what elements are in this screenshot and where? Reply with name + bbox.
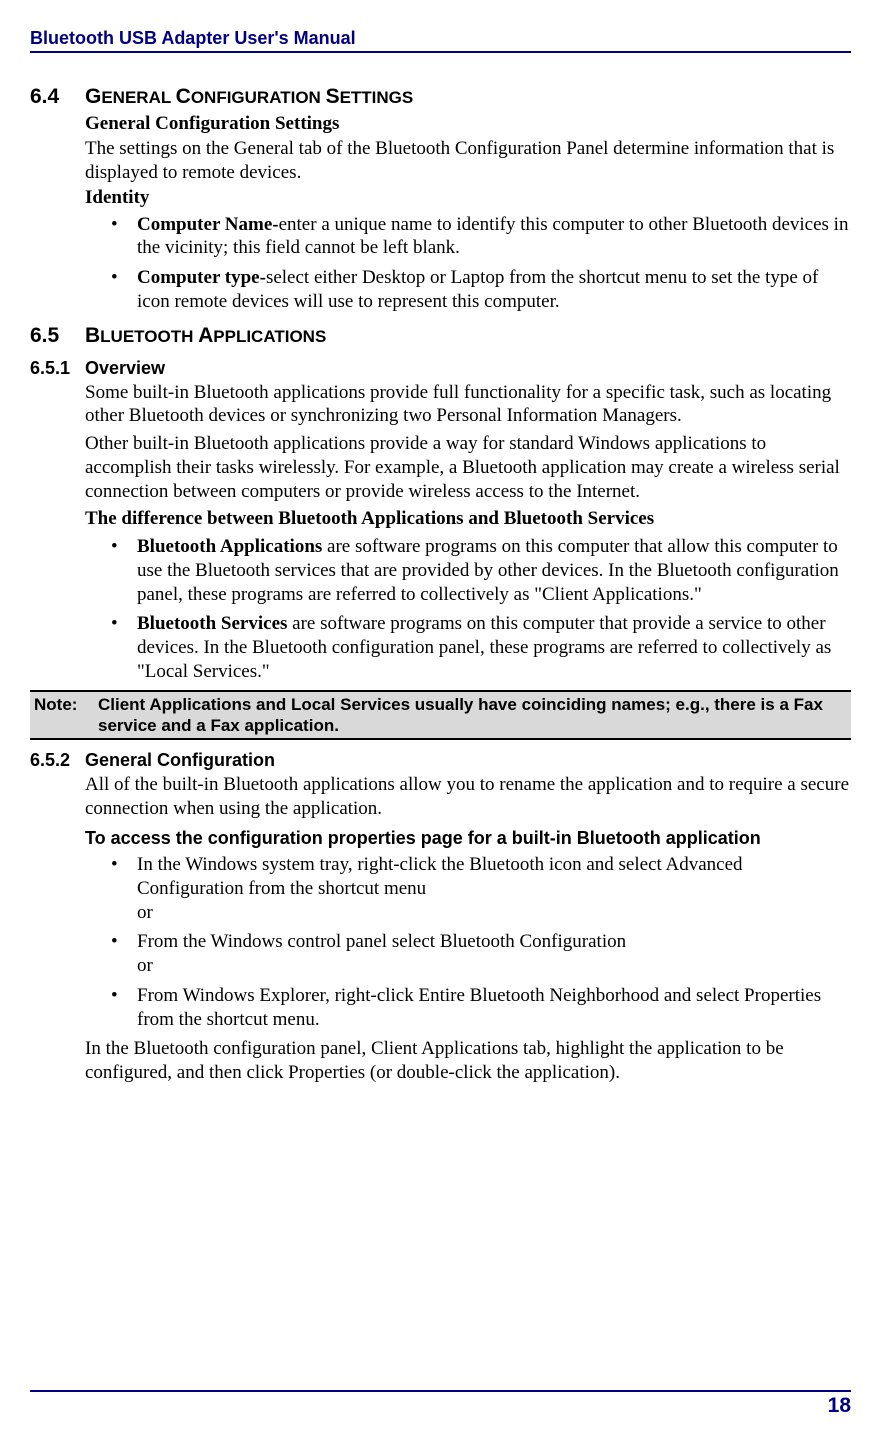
- section-6-5-row: 6.5 BLUETOOTH APPLICATIONS: [85, 324, 851, 348]
- section-6-5-2-title: General Configuration: [85, 750, 275, 771]
- bullet-bt-services: Bluetooth Services are software programs…: [85, 612, 851, 683]
- t: G: [85, 85, 101, 108]
- bullet-control-panel: From the Windows control panel select Bl…: [85, 930, 851, 978]
- page: Bluetooth USB Adapter User's Manual 6.4 …: [0, 0, 881, 1442]
- s652-bullets: In the Windows system tray, right-click …: [85, 853, 851, 1031]
- footer-page-number: 18: [30, 1390, 851, 1418]
- section-6-5-2-number: 6.5.2: [30, 750, 85, 771]
- t: ETTINGS: [340, 88, 414, 107]
- t: ENERAL: [101, 88, 175, 107]
- s652-p2: In the Bluetooth configuration panel, Cl…: [85, 1037, 851, 1085]
- t: B: [85, 324, 100, 347]
- s651-diff-title: The difference between Bluetooth Applica…: [85, 507, 851, 531]
- bullet-computer-type: Computer type-select either Desktop or L…: [85, 266, 851, 314]
- content-area: 6.4 GENERAL CONFIGURATION SETTINGS Gener…: [30, 85, 851, 1085]
- bullet-bt-applications: Bluetooth Applications are software prog…: [85, 535, 851, 606]
- line1: In the Windows system tray, right-click …: [137, 854, 743, 899]
- t: A: [198, 324, 213, 347]
- note-body: Client Applications and Local Services u…: [98, 694, 849, 737]
- t: PPLICATIONS: [213, 327, 326, 346]
- lead: Computer type-: [137, 267, 266, 288]
- bullet-explorer: From Windows Explorer, right-click Entir…: [85, 984, 851, 1032]
- lead: Computer Name-: [137, 214, 279, 235]
- header-title: Bluetooth USB Adapter User's Manual: [30, 28, 851, 53]
- section-6-5-number: 6.5: [30, 324, 85, 348]
- identity-label: Identity: [85, 187, 851, 209]
- s652-access-title: To access the configuration properties p…: [85, 827, 851, 850]
- section-6-4-intro: The settings on the General tab of the B…: [85, 137, 851, 185]
- t: ONFIGURATION: [191, 88, 326, 107]
- section-6-4-subtitle: General Configuration Settings: [85, 113, 851, 135]
- note-label: Note:: [32, 694, 98, 737]
- section-6-5-1-number: 6.5.1: [30, 358, 85, 379]
- note-box: Note: Client Applications and Local Serv…: [30, 690, 851, 741]
- section-6-5-1-row: 6.5.1 Overview: [85, 358, 851, 379]
- s652-p1: All of the built-in Bluetooth applicatio…: [85, 773, 851, 821]
- line1: From Windows Explorer, right-click Entir…: [137, 985, 821, 1030]
- bullet-computer-name: Computer Name-enter a unique name to ide…: [85, 213, 851, 261]
- line2: or: [137, 902, 153, 923]
- section-6-4-title: GENERAL CONFIGURATION SETTINGS: [85, 85, 413, 109]
- t: C: [176, 85, 191, 108]
- section-6-5-title: BLUETOOTH APPLICATIONS: [85, 324, 326, 348]
- section-6-5-2-row: 6.5.2 General Configuration: [85, 750, 851, 771]
- line2: or: [137, 955, 153, 976]
- s651-p1: Some built-in Bluetooth applications pro…: [85, 381, 851, 429]
- bullet-systray: In the Windows system tray, right-click …: [85, 853, 851, 924]
- section-6-4-row: 6.4 GENERAL CONFIGURATION SETTINGS: [85, 85, 851, 109]
- lead: Bluetooth Services: [137, 613, 287, 634]
- lead: Bluetooth Applications: [137, 536, 322, 557]
- t: S: [326, 85, 340, 108]
- section-6-5-1-title: Overview: [85, 358, 165, 379]
- s651-bullets: Bluetooth Applications are software prog…: [85, 535, 851, 684]
- identity-bullets: Computer Name-enter a unique name to ide…: [85, 213, 851, 314]
- section-6-4-number: 6.4: [30, 85, 85, 109]
- t: LUETOOTH: [100, 327, 198, 346]
- s651-p2: Other built-in Bluetooth applications pr…: [85, 432, 851, 503]
- line1: From the Windows control panel select Bl…: [137, 931, 626, 952]
